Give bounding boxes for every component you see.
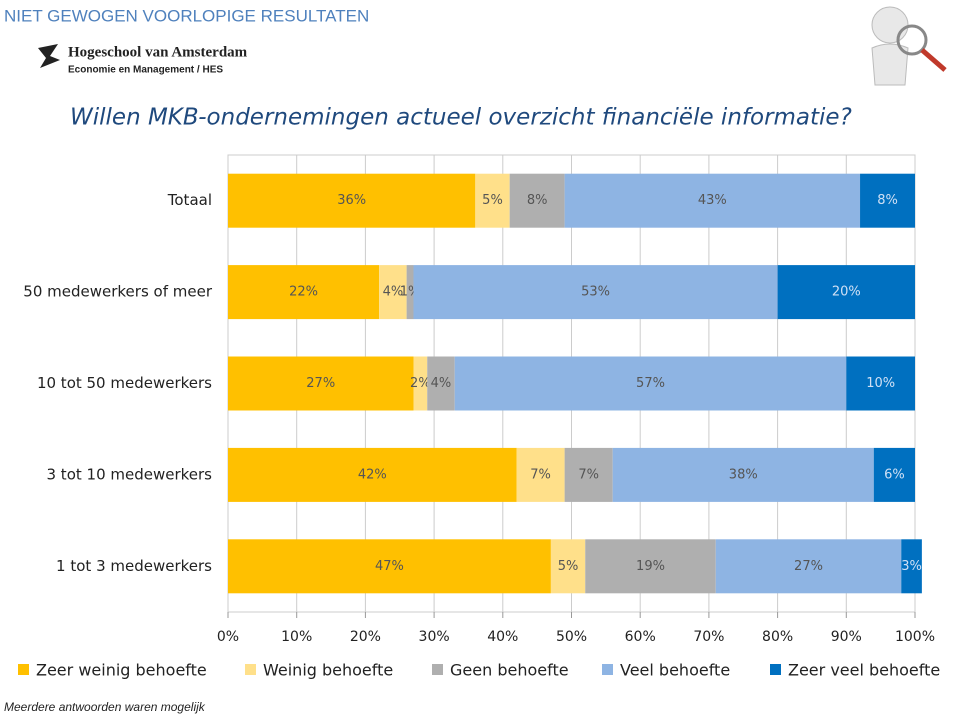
chart-title: Willen MKB-ondernemingen actueel overzic… bbox=[70, 105, 852, 131]
x-tick-label: 40% bbox=[487, 629, 518, 645]
legend-swatch bbox=[602, 664, 613, 675]
category-label: 50 medewerkers of meer bbox=[23, 283, 213, 301]
logo: Hogeschool van Amsterdam Economie en Man… bbox=[38, 44, 248, 76]
bar-segment bbox=[873, 447, 915, 502]
bar-segment bbox=[427, 356, 455, 411]
legend-label: Veel behoefte bbox=[620, 661, 730, 680]
legend-swatch bbox=[18, 664, 29, 675]
x-tick-label: 10% bbox=[281, 629, 312, 645]
value-label: 8% bbox=[527, 193, 548, 208]
value-label: 19% bbox=[636, 559, 665, 574]
legend-swatch bbox=[770, 664, 781, 675]
x-tick-label: 20% bbox=[350, 629, 381, 645]
value-label: 47% bbox=[375, 559, 404, 574]
bar-segment bbox=[406, 265, 414, 320]
bar-segment bbox=[413, 265, 778, 320]
legend-label: Zeer veel behoefte bbox=[788, 661, 940, 680]
category-label: Totaal bbox=[167, 191, 212, 209]
bar-segment bbox=[612, 447, 874, 502]
bar-segment bbox=[777, 265, 915, 320]
bar-segment bbox=[564, 173, 861, 228]
x-tick-label: 30% bbox=[419, 629, 450, 645]
category-label: 10 tot 50 medewerkers bbox=[37, 374, 212, 392]
category-label: 3 tot 10 medewerkers bbox=[47, 465, 213, 483]
footnote: Meerdere antwoorden waren mogelijk bbox=[4, 700, 206, 714]
bar-segment bbox=[228, 539, 551, 594]
value-label: 27% bbox=[306, 376, 335, 391]
legend-label: Weinig behoefte bbox=[263, 661, 393, 680]
value-label: 4% bbox=[431, 376, 452, 391]
bar-segment bbox=[454, 356, 847, 411]
value-label: 6% bbox=[884, 467, 905, 482]
value-label: 27% bbox=[794, 559, 823, 574]
bar-segment bbox=[228, 265, 380, 320]
bar-segment bbox=[379, 265, 407, 320]
x-tick-label: 80% bbox=[762, 629, 793, 645]
value-label: 43% bbox=[698, 193, 727, 208]
value-label: 38% bbox=[729, 467, 758, 482]
bar-segment bbox=[516, 447, 565, 502]
bar-segment bbox=[715, 539, 902, 594]
x-tick-label: 70% bbox=[693, 629, 724, 645]
bar-segment bbox=[228, 356, 414, 411]
bar-segment bbox=[585, 539, 716, 594]
value-label: 3% bbox=[901, 559, 922, 574]
x-tick-label: 0% bbox=[217, 629, 239, 645]
logo-icon bbox=[38, 44, 60, 68]
x-tick-label: 50% bbox=[556, 629, 587, 645]
value-label: 4% bbox=[383, 285, 404, 300]
value-label: 8% bbox=[877, 193, 898, 208]
value-label: 5% bbox=[482, 193, 503, 208]
value-label: 10% bbox=[866, 376, 895, 391]
bar-segment bbox=[509, 173, 565, 228]
x-tick-label: 100% bbox=[895, 629, 935, 645]
bar-segment bbox=[901, 539, 922, 594]
banner: Niet gewogen voorlopige resultaten bbox=[4, 6, 369, 25]
value-label: 42% bbox=[358, 467, 387, 482]
legend-label: Zeer weinig behoefte bbox=[36, 661, 207, 680]
legend-swatch bbox=[245, 664, 256, 675]
value-label: 36% bbox=[337, 193, 366, 208]
bar-segment bbox=[846, 356, 915, 411]
value-label: 20% bbox=[832, 285, 861, 300]
bar-segment bbox=[413, 356, 428, 411]
bar-segment bbox=[475, 173, 510, 228]
logo-name: Hogeschool van Amsterdam bbox=[68, 44, 248, 60]
bar-segment bbox=[228, 447, 517, 502]
bar-segment bbox=[550, 539, 586, 594]
value-label: 22% bbox=[289, 285, 318, 300]
x-tick-label: 90% bbox=[831, 629, 862, 645]
value-label: 7% bbox=[578, 467, 599, 482]
value-label: 53% bbox=[581, 285, 610, 300]
value-label: 7% bbox=[530, 467, 551, 482]
logo-sub: Economie en Management / HES bbox=[68, 65, 223, 76]
legend-swatch bbox=[432, 664, 443, 675]
value-label: 2% bbox=[410, 376, 431, 391]
bar-segment bbox=[564, 447, 613, 502]
x-tick-label: 60% bbox=[625, 629, 656, 645]
bar-segment bbox=[228, 173, 476, 228]
category-label: 1 tot 3 medewerkers bbox=[56, 557, 212, 575]
bar-segment bbox=[860, 173, 915, 228]
value-label: 5% bbox=[558, 559, 579, 574]
figure-icon bbox=[871, 6, 947, 86]
value-label: 57% bbox=[636, 376, 665, 391]
legend-label: Geen behoefte bbox=[450, 661, 569, 680]
